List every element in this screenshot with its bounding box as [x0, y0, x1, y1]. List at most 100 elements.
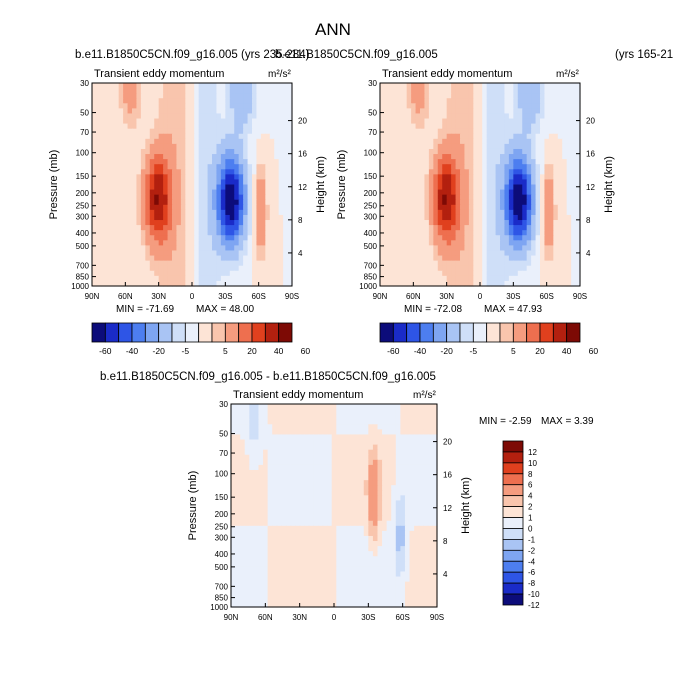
case1-cell [140, 98, 146, 104]
case2-cell [548, 123, 554, 130]
case2-cell [460, 138, 466, 145]
case1-cell [229, 103, 235, 109]
difference-cell [418, 404, 424, 410]
case1-cell [167, 118, 173, 125]
case1-cell [287, 143, 293, 150]
case2-cell [504, 189, 510, 196]
case1-cell [212, 255, 218, 262]
difference-cell [304, 505, 310, 512]
difference-cell [317, 505, 324, 512]
case1-cell [145, 169, 151, 175]
case2-cell [566, 143, 572, 150]
case2-cell [397, 123, 403, 130]
case2-cell [562, 194, 568, 201]
case1-cell [234, 194, 240, 201]
difference-cell [267, 505, 273, 512]
case1-cell [180, 133, 186, 140]
difference-cell [304, 444, 310, 451]
case2-cell [522, 255, 528, 262]
case2-cell [522, 204, 528, 211]
difference-cell [322, 485, 328, 491]
case2-cell [517, 194, 523, 201]
case1-cell [269, 113, 275, 120]
difference-cell [350, 434, 356, 441]
case2-cell [486, 225, 492, 231]
difference-cell [395, 525, 401, 532]
case1-cell [123, 83, 129, 89]
case2-cell [393, 169, 399, 175]
case2-cell [526, 148, 532, 155]
case1-cell [207, 225, 213, 231]
case1-cell [265, 189, 271, 196]
case1-cell [167, 138, 173, 145]
difference-cell [386, 515, 392, 522]
case2-cell [526, 235, 532, 241]
case2-cell [380, 103, 386, 109]
case1-cell [172, 83, 178, 89]
case2-cell [486, 88, 492, 94]
case1-cell [114, 138, 120, 145]
case1-cell [274, 108, 280, 115]
case1-cell [123, 199, 129, 206]
difference-cell [427, 439, 434, 446]
case1-cell [243, 245, 249, 252]
case2-cell [508, 128, 514, 135]
difference-cell [377, 424, 383, 430]
case2-cell [571, 179, 577, 186]
case2-cell [544, 214, 550, 221]
difference-cell [423, 495, 429, 502]
case1-cell [96, 103, 102, 109]
case1-cell [123, 214, 129, 221]
case2-cell [508, 159, 514, 165]
case2-cell [477, 108, 483, 115]
case2-cell [566, 204, 572, 211]
case2-cell [513, 174, 519, 181]
case2-cell [553, 169, 559, 175]
case1-cell [180, 204, 186, 211]
case1-cell [229, 260, 235, 267]
case1-cell [145, 235, 151, 241]
case1-cell [114, 280, 120, 287]
case1-cell [229, 83, 235, 89]
case2-cell [531, 174, 537, 181]
case1-cell [176, 128, 182, 135]
case1-cell [283, 123, 289, 130]
case2-cell [415, 154, 421, 160]
case1-cell [287, 128, 293, 135]
case1-cell [136, 128, 142, 135]
case2-cell [388, 265, 394, 272]
case2-cell [491, 255, 497, 262]
case1-cell [216, 220, 222, 226]
case2-cell [411, 93, 417, 99]
case1-cell [158, 83, 164, 89]
case1-cell [109, 214, 115, 221]
difference-cell [331, 475, 337, 481]
case1-cell [256, 214, 262, 221]
case1-cell [154, 103, 160, 109]
difference-cell [272, 480, 278, 486]
difference-cell [290, 469, 296, 476]
difference-cell [263, 449, 269, 456]
case1-cell [145, 184, 151, 191]
case2-cell [522, 184, 528, 191]
difference-cell [290, 459, 296, 466]
case1-cell [274, 179, 280, 186]
case1-cell [274, 235, 280, 241]
case1-cell [252, 143, 258, 150]
difference-cell [423, 409, 429, 415]
case2-xtick-label: 90S [573, 292, 587, 301]
case2-cell [380, 88, 386, 94]
difference-cell [267, 459, 273, 466]
case2-cell [384, 108, 390, 115]
case1-cell [140, 225, 146, 231]
case2-cell [575, 118, 581, 125]
difference-cell [427, 429, 434, 436]
case2-cell [446, 240, 452, 246]
difference-cell [285, 535, 292, 542]
difference-cell [423, 429, 429, 436]
case1-cell [114, 189, 120, 196]
case1-cell [109, 148, 115, 155]
case1-cell [118, 225, 124, 231]
case1-cell [172, 255, 178, 262]
case2-cell [424, 103, 430, 109]
